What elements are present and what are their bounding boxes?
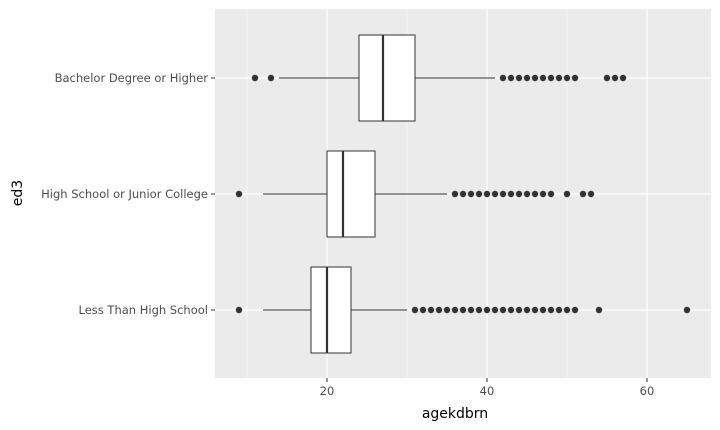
x-axis-title: agekdbrn: [422, 406, 488, 422]
outlier-point: [595, 306, 603, 314]
outlier-point: [563, 306, 571, 314]
outlier-point: [515, 74, 523, 82]
outlier-point: [547, 74, 555, 82]
outlier-point: [235, 190, 243, 198]
outlier-point: [459, 306, 467, 314]
outlier-point: [531, 74, 539, 82]
outlier-point: [523, 190, 531, 198]
outlier-point: [539, 306, 547, 314]
outlier-point: [419, 306, 427, 314]
outlier-point: [539, 190, 547, 198]
outlier-point: [683, 306, 691, 314]
outlier-point: [507, 190, 515, 198]
outlier-point: [499, 306, 507, 314]
outlier-point: [555, 74, 563, 82]
outlier-point: [611, 74, 619, 82]
outlier-point: [483, 190, 491, 198]
outlier-point: [619, 74, 627, 82]
y-axis: Bachelor Degree or Higher High School or …: [41, 71, 215, 317]
outlier-point: [499, 190, 507, 198]
outlier-point: [475, 306, 483, 314]
outlier-point: [443, 306, 451, 314]
boxes: [235, 34, 691, 354]
outlier-point: [571, 306, 579, 314]
outlier-point: [507, 306, 515, 314]
outlier-point: [555, 306, 563, 314]
outlier-point: [475, 190, 483, 198]
outlier-point: [515, 306, 523, 314]
outlier-point: [435, 306, 443, 314]
outlier-point: [547, 190, 555, 198]
outlier-point: [499, 74, 507, 82]
x-tick-label: 20: [320, 384, 335, 398]
box-group: [235, 266, 691, 354]
outlier-point: [563, 74, 571, 82]
outlier-point: [523, 74, 531, 82]
outlier-point: [531, 306, 539, 314]
outlier-point: [467, 306, 475, 314]
x-tick-label: 60: [640, 384, 655, 398]
outlier-point: [451, 190, 459, 198]
outlier-point: [587, 190, 595, 198]
outlier-point: [491, 190, 499, 198]
outlier-point: [531, 190, 539, 198]
outlier-point: [515, 190, 523, 198]
outlier-point: [459, 190, 467, 198]
y-axis-title: ed3: [10, 180, 26, 206]
outlier-point: [483, 306, 491, 314]
outlier-point: [539, 74, 547, 82]
outlier-point: [467, 190, 475, 198]
outlier-point: [235, 306, 243, 314]
outlier-point: [547, 306, 555, 314]
x-axis: 20 40 60: [320, 378, 655, 398]
box-iqr: [326, 150, 376, 238]
box-iqr: [358, 34, 416, 122]
y-tick-label: Less Than High School: [79, 303, 209, 317]
outlier-point: [491, 306, 499, 314]
outlier-point: [523, 306, 531, 314]
outlier-point: [251, 74, 259, 82]
box-group: [251, 34, 627, 122]
outlier-point: [427, 306, 435, 314]
outlier-point: [411, 306, 419, 314]
x-tick-label: 40: [480, 384, 495, 398]
box-iqr: [310, 266, 352, 354]
outlier-point: [603, 74, 611, 82]
outlier-point: [579, 190, 587, 198]
outlier-point: [571, 74, 579, 82]
y-tick-label: Bachelor Degree or Higher: [55, 71, 209, 85]
outlier-point: [563, 190, 571, 198]
outlier-point: [451, 306, 459, 314]
y-tick-label: High School or Junior College: [41, 187, 208, 201]
box-group: [235, 150, 595, 238]
outlier-point: [267, 74, 275, 82]
outlier-point: [507, 74, 515, 82]
